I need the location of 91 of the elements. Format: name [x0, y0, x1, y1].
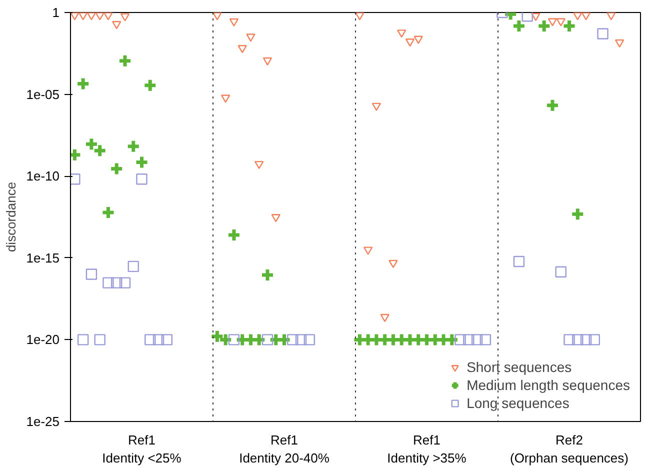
point	[77, 334, 89, 346]
point	[119, 277, 131, 288]
point	[95, 12, 104, 20]
point	[548, 18, 558, 26]
point	[128, 260, 139, 272]
point	[388, 260, 398, 268]
point	[104, 12, 113, 20]
point	[228, 334, 240, 346]
point	[136, 174, 148, 185]
point	[405, 38, 415, 47]
point	[363, 246, 373, 255]
point	[287, 334, 298, 346]
point	[78, 12, 88, 20]
legend-label: Medium length sequences	[466, 377, 630, 393]
point	[545, 98, 560, 113]
x-tick-label: Ref1 Identity 20-40%	[239, 432, 330, 466]
point	[76, 76, 90, 92]
point	[70, 12, 80, 20]
point	[102, 277, 114, 288]
point	[70, 174, 80, 185]
point	[397, 30, 406, 38]
point	[84, 136, 99, 152]
x-tick-label: Ref2 (Orphan sequences)	[510, 432, 629, 466]
point	[588, 334, 600, 346]
x-tick-label: Ref1 Identity >35%	[387, 432, 467, 466]
legend-label: Short sequences	[466, 359, 572, 375]
point	[220, 94, 230, 103]
point	[414, 36, 423, 44]
y-axis-title: discordance	[3, 182, 18, 252]
point	[134, 155, 149, 170]
point	[597, 28, 608, 40]
point	[218, 332, 233, 347]
point	[304, 334, 315, 346]
point	[536, 18, 552, 34]
point	[112, 21, 122, 30]
point	[152, 334, 164, 346]
point	[246, 34, 256, 42]
y-tick-label: 1e-10	[26, 168, 60, 184]
point	[522, 12, 533, 22]
point	[606, 12, 616, 20]
y-tick-label: 1e-25	[26, 414, 60, 429]
point	[238, 45, 247, 54]
point	[254, 160, 264, 170]
point	[562, 18, 576, 34]
point	[142, 78, 158, 93]
y-tick-label: 1	[52, 5, 60, 20]
point	[144, 334, 156, 346]
point	[614, 39, 624, 48]
point	[86, 268, 98, 280]
point	[210, 329, 224, 344]
point	[572, 334, 584, 346]
point	[111, 277, 122, 288]
point	[120, 13, 130, 22]
point	[512, 18, 526, 34]
point	[271, 214, 280, 222]
point	[109, 162, 124, 176]
y-tick-label: 1e-15	[26, 250, 60, 266]
point	[355, 12, 364, 20]
y-tick-label: 1e-05	[26, 86, 60, 102]
point	[480, 334, 492, 346]
point	[564, 334, 575, 346]
point	[100, 205, 116, 220]
point	[580, 334, 592, 346]
point	[212, 12, 222, 20]
point	[471, 334, 483, 346]
point	[573, 12, 582, 20]
point	[226, 228, 242, 242]
point	[262, 57, 272, 66]
point	[570, 206, 585, 222]
point	[92, 143, 108, 158]
point	[531, 12, 540, 21]
point	[161, 334, 172, 346]
point	[229, 18, 239, 27]
point	[380, 314, 390, 322]
point	[454, 334, 466, 346]
x-tick-label: Ref1 Identity <25%	[102, 432, 182, 466]
point	[581, 12, 591, 20]
point	[372, 102, 382, 111]
point	[513, 256, 525, 268]
legend-label: Long sequences	[466, 395, 570, 411]
point	[86, 12, 96, 20]
point	[556, 18, 566, 26]
point	[295, 334, 307, 346]
point	[118, 54, 132, 68]
point	[463, 334, 474, 346]
point	[555, 266, 566, 278]
y-tick-label: 1e-20	[26, 332, 60, 348]
point	[94, 334, 106, 346]
point	[260, 268, 275, 282]
point	[126, 139, 141, 154]
point	[262, 334, 274, 346]
